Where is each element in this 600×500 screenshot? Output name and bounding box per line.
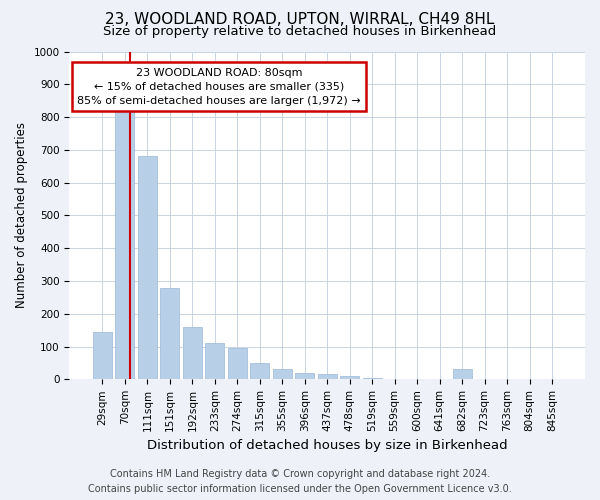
Bar (452, 370, 472, 380)
Bar (272, 370, 292, 380)
Bar (183, 327, 202, 380)
Text: 23, WOODLAND ROAD, UPTON, WIRRAL, CH49 8HL: 23, WOODLAND ROAD, UPTON, WIRRAL, CH49 8… (106, 12, 494, 28)
Bar (295, 373, 314, 380)
Bar (93, 332, 112, 380)
Bar (250, 363, 269, 380)
Text: Size of property relative to detached houses in Birkenhead: Size of property relative to detached ho… (103, 25, 497, 38)
Bar (138, 156, 157, 380)
Y-axis label: Number of detached properties: Number of detached properties (15, 122, 28, 308)
Bar (317, 374, 337, 380)
Bar (228, 348, 247, 380)
Text: Contains HM Land Registry data © Crown copyright and database right 2024.
Contai: Contains HM Land Registry data © Crown c… (88, 468, 512, 493)
Bar (115, 110, 134, 380)
Bar (160, 288, 179, 380)
Bar (205, 344, 224, 380)
Bar (340, 376, 359, 380)
Bar (362, 378, 382, 380)
Text: 23 WOODLAND ROAD: 80sqm
← 15% of detached houses are smaller (335)
85% of semi-d: 23 WOODLAND ROAD: 80sqm ← 15% of detache… (77, 68, 361, 106)
X-axis label: Distribution of detached houses by size in Birkenhead: Distribution of detached houses by size … (147, 440, 508, 452)
